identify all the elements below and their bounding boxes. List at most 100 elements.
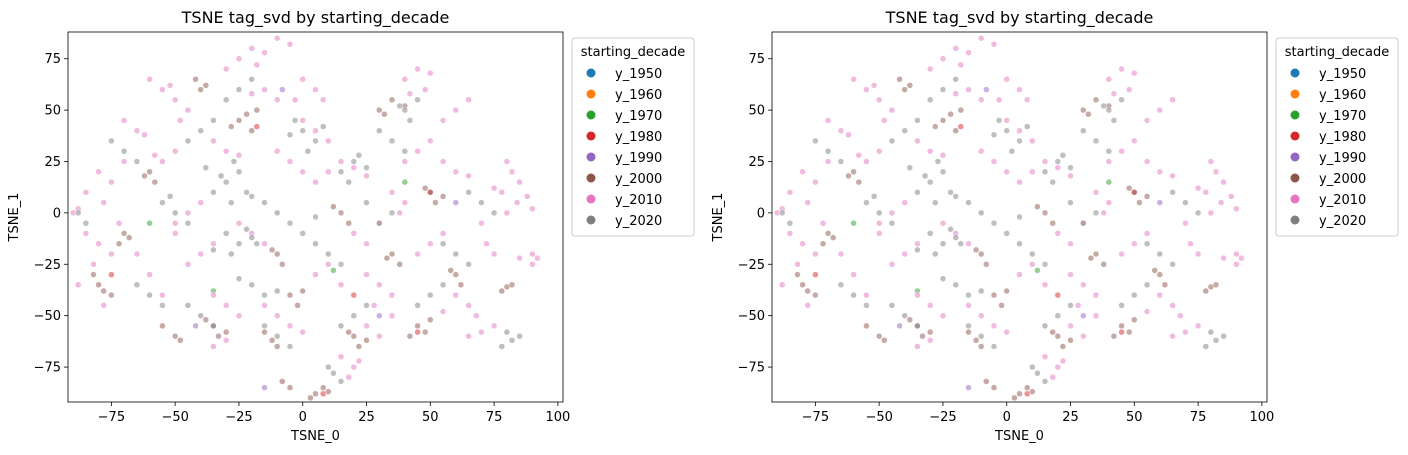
scatter-point-y_2020: [197, 312, 204, 319]
scatter-point-y_2020: [388, 209, 396, 217]
scatter-point-y_2020: [934, 158, 942, 165]
scatter-point-y_2020: [325, 250, 332, 258]
scatter-point-y_2010: [812, 250, 819, 258]
scatter-point-y_2000: [261, 328, 268, 336]
scatter-point-y_2000: [977, 343, 985, 350]
scatter-point-y_2010: [299, 168, 306, 176]
scatter-point-y_2010: [1233, 261, 1240, 268]
scatter-point-y_2010: [74, 281, 82, 289]
scatter-point-y_2000: [273, 250, 281, 258]
scatter-point-y_2020: [1143, 281, 1151, 289]
y-tick-label: 25: [748, 155, 765, 170]
scatter-point-y_2020: [1080, 127, 1087, 134]
scatter-point-y_2010: [824, 158, 832, 165]
scatter-point-y_2020: [202, 164, 210, 171]
scatter-point-y_2010: [939, 312, 947, 319]
scatter-point-y_2000: [863, 322, 870, 330]
scatter-point-y_2020: [273, 332, 281, 340]
scatter-point-y_2020: [146, 291, 153, 299]
scatter-point-y_2020: [1169, 189, 1176, 196]
scatter-point-y_2010: [235, 312, 243, 319]
scatter-point-y_2010: [1220, 178, 1227, 186]
scatter-point-y_1980: [350, 291, 358, 299]
scatter-point-y_2000: [279, 261, 286, 268]
scatter-point-y_2010: [350, 164, 358, 171]
scatter-point-y_2020: [888, 137, 896, 145]
scatter-point-y_2010: [804, 199, 811, 206]
scatter-point-y_2010: [159, 86, 166, 93]
scatter-point-y_2010: [248, 45, 255, 52]
scatter-point-y_2010: [1233, 205, 1240, 213]
scatter-point-y_2020: [926, 178, 934, 186]
scatter-point-y_2010: [146, 76, 153, 83]
scatter-point-y_2000: [990, 291, 998, 299]
x-tick-label: 75: [486, 410, 503, 425]
scatter-point-y_2010: [1003, 168, 1010, 176]
scatter-point-y_2010: [875, 219, 883, 227]
scatter-point-y_2000: [406, 332, 414, 340]
scatter-point-y_2020: [261, 322, 268, 330]
legend-entry-label: y_2010: [615, 193, 662, 208]
legend-entry-label: y_2000: [615, 172, 662, 187]
scatter-point-y_2020: [1041, 322, 1049, 330]
scatter-point-y_2000: [1125, 328, 1133, 336]
scatter-point-y_2000: [947, 110, 954, 118]
scatter-point-y_2020: [337, 261, 345, 268]
scatter-point-y_1990: [452, 199, 460, 206]
legend-marker: [1290, 110, 1300, 120]
scatter-point-y_2010: [95, 240, 102, 247]
scatter-point-y_2010: [799, 168, 806, 176]
scatter-point-y_2020: [235, 275, 243, 282]
scatter-point-y_2010: [222, 65, 230, 73]
scatter-point-y_2020: [977, 287, 985, 295]
scatter-point-y_2010: [222, 337, 230, 344]
scatter-point-y_2010: [235, 152, 243, 159]
scatter-point-y_2020: [304, 147, 312, 155]
scatter-point-y_2010: [363, 240, 370, 247]
scatter-point-y_2010: [90, 261, 97, 268]
scatter-point-y_2010: [427, 69, 434, 77]
scatter-point-y_2010: [248, 90, 255, 97]
scatter-point-y_2020: [888, 302, 896, 309]
scatter-point-y_2020: [376, 219, 383, 227]
scatter-point-y_1980: [253, 123, 261, 130]
scatter-point-y_2020: [452, 250, 460, 258]
legend-title: starting_decade: [1285, 45, 1390, 60]
scatter-point-y_2010: [273, 147, 281, 155]
scatter-point-y_2010: [965, 302, 972, 309]
scatter-point-y_2020: [901, 312, 908, 319]
scatter-point-y_2010: [414, 65, 421, 73]
scatter-point-y_2020: [786, 219, 794, 227]
y-tick-label: 75: [44, 52, 61, 67]
scatter-point-y_2000: [1049, 328, 1056, 336]
scatter-point-y_2020: [1067, 164, 1074, 171]
scatter-point-y_2000: [939, 117, 947, 124]
scatter-point-y_2000: [799, 281, 806, 289]
scatter-point-y_2020: [248, 76, 255, 83]
legend-entry-label: y_2020: [1319, 214, 1366, 229]
scatter-point-y_2020: [210, 246, 217, 254]
scatter-point-y_2020: [1067, 302, 1074, 309]
scatter-point-y_2010: [286, 158, 294, 165]
x-tick-label: 25: [1062, 410, 1079, 425]
scatter-point-y_2020: [1202, 343, 1210, 350]
scatter-point-y_2000: [159, 322, 166, 330]
scatter-point-y_2020: [952, 281, 959, 289]
scatter-point-y_2000: [319, 384, 327, 391]
scatter-point-y_2020: [159, 302, 166, 309]
scatter-point-y_2010: [926, 65, 934, 73]
scatter-point-y_2000: [307, 394, 314, 402]
scatter-point-y_2010: [345, 374, 352, 381]
scatter-point-y_1970: [1034, 267, 1041, 274]
y-tick-label: 50: [748, 104, 765, 119]
scatter-point-y_2000: [273, 343, 281, 350]
scatter-point-y_2010: [990, 158, 998, 165]
scatter-point-y_2020: [414, 96, 421, 104]
scatter-point-y_2020: [401, 106, 409, 114]
legend-entry-label: y_1980: [1319, 130, 1366, 145]
scatter-point-y_2000: [850, 168, 857, 176]
scatter-point-y_2010: [1143, 117, 1151, 124]
scatter-point-y_2000: [177, 337, 184, 344]
scatter-point-y_1990: [965, 384, 972, 391]
scatter-point-y_2010: [804, 302, 811, 309]
